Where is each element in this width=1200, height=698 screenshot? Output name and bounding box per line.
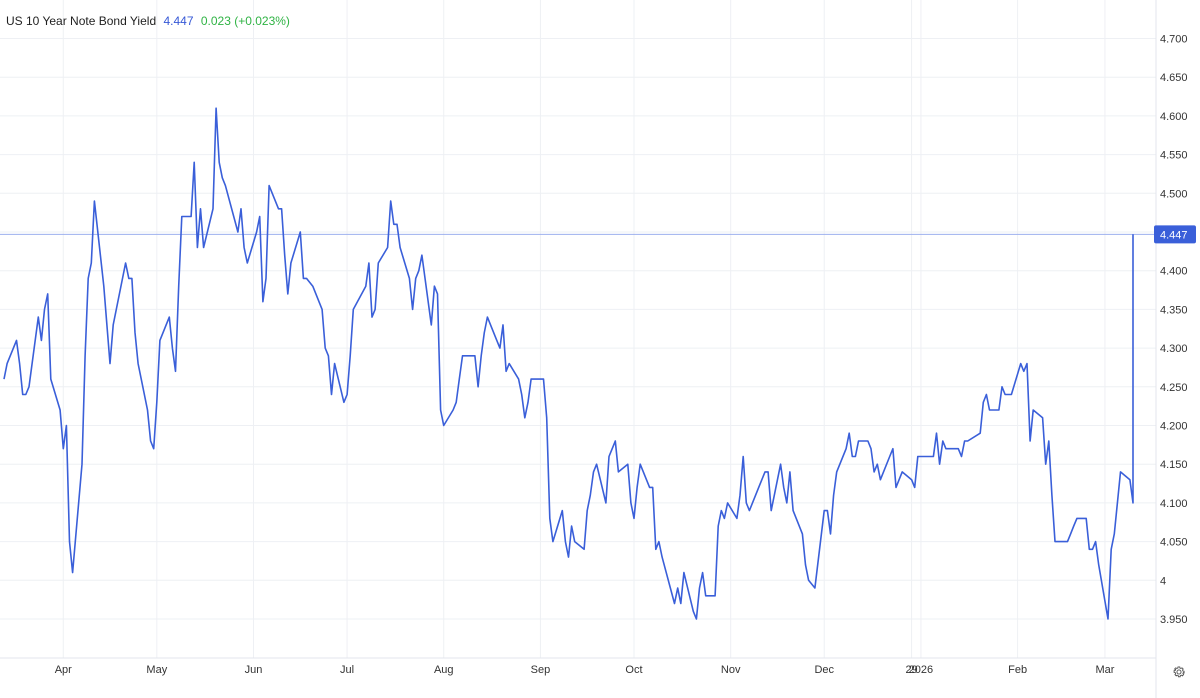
- x-tick-label: Oct: [625, 664, 642, 676]
- price-change: 0.023 (+0.023%): [200, 14, 290, 28]
- current-price: 4.447: [163, 14, 194, 28]
- x-tick-label: Dec: [814, 664, 834, 676]
- yield-series-line[interactable]: [3, 107, 1134, 620]
- y-tick-label: 4.150: [1160, 459, 1188, 471]
- y-axis-labels: 4.7004.6504.6004.5504.5004.4504.4004.350…: [1160, 34, 1188, 627]
- last-price-badge-bg: [1154, 225, 1196, 244]
- last-price-label: 4.447: [1160, 229, 1188, 241]
- y-tick-label: 4.700: [1160, 34, 1188, 46]
- y-tick-label: 4.550: [1160, 150, 1188, 162]
- x-tick-label: Nov: [721, 664, 741, 676]
- x-grid: [62, 0, 1106, 658]
- y-tick-label: 4.050: [1160, 537, 1188, 549]
- y-tick-label: 4.200: [1160, 421, 1188, 433]
- x-tick-label: Mar: [1095, 664, 1114, 676]
- y-tick-label: 4.350: [1160, 304, 1188, 316]
- x-tick-label: Aug: [434, 664, 454, 676]
- x-tick-label: 29: [905, 664, 917, 676]
- y-grid: [0, 38, 1156, 620]
- y-tick-label: 3.950: [1160, 614, 1188, 626]
- y-tick-label: 4.500: [1160, 188, 1188, 200]
- settings-button[interactable]: [1169, 662, 1189, 682]
- gear-icon: [1173, 666, 1185, 678]
- chart-header: US 10 Year Note Bond Yield 4.447 0.023 (…: [6, 14, 294, 28]
- x-tick-label: Apr: [55, 664, 72, 676]
- x-tick-label: Feb: [1008, 664, 1027, 676]
- x-tick-label: May: [146, 664, 167, 676]
- chart-title: US 10 Year Note Bond Yield: [6, 14, 157, 28]
- y-tick-label: 4.650: [1160, 72, 1188, 84]
- y-tick-label: 4.400: [1160, 266, 1188, 278]
- y-tick-label: 4: [1160, 575, 1166, 587]
- x-tick-label: 2026: [909, 664, 933, 676]
- x-tick-label: Sep: [531, 664, 551, 676]
- y-tick-label: 4.300: [1160, 343, 1188, 355]
- last-price-badge: 4.447: [1154, 225, 1196, 244]
- y-tick-label: 4.250: [1160, 382, 1188, 394]
- x-tick-label: Jun: [245, 664, 263, 676]
- x-tick-label: Jul: [340, 664, 354, 676]
- y-tick-label: 4.600: [1160, 111, 1188, 123]
- y-tick-label: 4.100: [1160, 498, 1188, 510]
